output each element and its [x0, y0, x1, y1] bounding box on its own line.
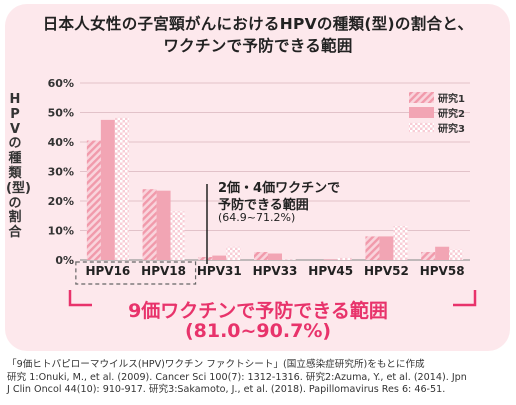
x-tick-label: HPV45	[308, 264, 353, 278]
bar-hpv18-series2	[156, 190, 171, 260]
y-tick-label: 10%	[48, 225, 74, 238]
x-tick-label: HPV33	[253, 264, 298, 278]
chart-title-line2: ワクチンで予防できる範囲	[163, 37, 353, 55]
bars	[86, 116, 464, 260]
bar-hpv18-series3	[170, 211, 185, 260]
bivalent-quadrivalent-bracket	[75, 261, 197, 285]
x-tick-label: HPV31	[197, 264, 242, 278]
bar-hpv33-series3	[282, 259, 296, 260]
bivalent-quadrivalent-range: (64.9~71.2%)	[218, 211, 296, 224]
x-tick-label: HPV52	[364, 264, 409, 278]
nine-valent-bracket-right	[453, 290, 477, 307]
bar-hpv33-series2	[268, 253, 282, 260]
nine-valent-label: 9価ワクチンで予防できる範囲	[128, 300, 388, 322]
bar-hpv31-series1	[198, 257, 213, 260]
range-brackets	[68, 184, 477, 307]
y-tick-label: 0%	[55, 254, 74, 267]
y-tick-label: 20%	[48, 195, 74, 208]
legend-label: 研究2	[438, 107, 465, 120]
bivalent-quadrivalent-label-line1: 2価・4価ワクチンで	[218, 181, 341, 196]
chart-title-line1: 日本人女性の子宮頸がんにおけるHPVの種類(型)の割合と、	[42, 15, 474, 33]
nine-valent-bracket-left	[68, 290, 92, 307]
x-tick-label: HPV18	[141, 264, 186, 278]
footnote-study-refs-cont: J Clin Oncol 44(10): 910-917. 研究3:Sakamo…	[7, 384, 446, 395]
bar-hpv16-series3	[114, 116, 129, 260]
y-tick-label: 50%	[48, 107, 74, 120]
bar-hpv58-series2	[435, 246, 450, 260]
legend-swatch	[409, 92, 434, 103]
bar-hpv31-series2	[212, 255, 227, 260]
x-tick-label: HPV58	[420, 264, 465, 278]
y-tick-label: 40%	[48, 136, 74, 149]
legend: 研究1 研究2 研究3	[409, 92, 465, 135]
x-tick-label: HPV16	[85, 264, 130, 278]
bar-hpv18-series1	[142, 189, 157, 260]
bar-hpv45-series2	[323, 259, 338, 260]
bivalent-quadrivalent-label-line2: 予防できる範囲	[218, 198, 309, 213]
y-tick-label: 30%	[48, 166, 74, 179]
bar-hpv33-series1	[254, 252, 268, 260]
legend-label: 研究1	[438, 92, 465, 105]
footnotes: 「9価ヒトパピローマウイルス(HPV)ワクチン ファクトシート」(国立感染症研究…	[7, 359, 512, 397]
footnote-study-refs: 研究 1:Onuki, M., et al. (2009). Cancer Sc…	[7, 371, 467, 383]
legend-swatch	[409, 107, 434, 118]
footnote-source: 「9価ヒトパピローマウイルス(HPV)ワクチン ファクトシート」(国立感染症研究…	[7, 359, 425, 370]
y-tick-label: 60%	[48, 77, 74, 90]
bar-hpv52-series2	[379, 236, 394, 260]
bar-hpv45-series3	[337, 257, 352, 260]
legend-label: 研究3	[438, 122, 465, 135]
bar-hpv58-series3	[449, 249, 464, 260]
nine-valent-range: (81.0~90.7%)	[184, 320, 332, 342]
bar-hpv58-series1	[421, 252, 436, 260]
bar-hpv52-series1	[365, 236, 380, 260]
axis-labels: 0% 10% 20% 30% 40% 50% 60% HPV16 HPV18 HPV31 HPV33…	[48, 77, 465, 278]
bar-hpv16-series1	[86, 140, 101, 260]
bar-hpv16-series2	[100, 119, 115, 260]
bar-hpv31-series3	[226, 246, 241, 260]
legend-swatch	[409, 122, 434, 133]
bar-hpv52-series3	[393, 226, 408, 260]
